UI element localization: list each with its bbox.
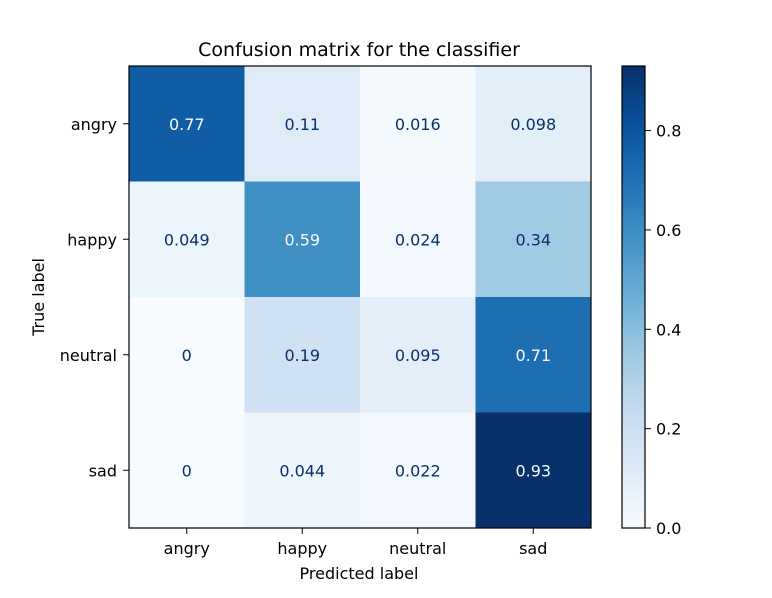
cell-value-label: 0.71 — [515, 346, 551, 365]
colorbar-tick-label: 0.4 — [656, 320, 681, 339]
y-tick-label: neutral — [60, 346, 117, 365]
plot-frame — [128, 65, 592, 529]
cell-value-label: 0.024 — [395, 230, 441, 249]
cell-value-label: 0.098 — [510, 115, 556, 134]
heatmap-cell-neutral-angry — [129, 297, 245, 413]
x-axis-label: Predicted label — [300, 564, 419, 583]
cell-value-label: 0.59 — [284, 230, 320, 249]
heatmap-cell-happy-sad — [475, 181, 592, 298]
colorbar-tick-label: 0.8 — [656, 122, 681, 141]
heatmap-cell-neutral-neutral — [360, 297, 476, 413]
cell-value-label: 0.93 — [515, 461, 551, 480]
x-tick-label: sad — [519, 539, 547, 558]
chart-title: Confusion matrix for the classifier — [198, 39, 520, 61]
y-axis-ticks: angry happy neutral sad — [60, 115, 129, 480]
cell-value-label: 0.044 — [279, 461, 325, 480]
cell-value-label: 0.34 — [515, 230, 551, 249]
colorbar-frame — [621, 65, 646, 529]
heatmap-cell-angry-sad — [475, 66, 592, 182]
y-tick-label: sad — [89, 461, 117, 480]
x-tick-label: angry — [164, 539, 210, 558]
cell-value-label: 0 — [182, 461, 192, 480]
cell-value-label: 0.11 — [284, 115, 320, 134]
colorbar-tick-label: 0.6 — [656, 221, 681, 240]
x-axis-ticks: angry happy neutral sad — [164, 528, 547, 558]
heatmap-cells — [129, 66, 592, 529]
y-axis-label: True label — [29, 258, 48, 337]
cell-value-label: 0.19 — [284, 346, 320, 365]
heatmap-cell-sad-happy — [244, 412, 361, 529]
heatmap-cell-sad-angry — [129, 412, 245, 529]
heatmap-cell-sad-sad — [475, 412, 592, 529]
heatmap-cell-neutral-sad — [475, 297, 592, 413]
cell-value-label: 0.022 — [395, 461, 441, 480]
heatmap-cell-happy-angry — [129, 181, 245, 298]
heatmap-cell-happy-happy — [244, 181, 361, 298]
cell-value-label: 0.049 — [164, 230, 210, 249]
heatmap-cell-angry-angry — [129, 66, 245, 182]
cell-value-label: 0.016 — [395, 115, 441, 134]
heatmap-cell-sad-neutral — [360, 412, 476, 529]
colorbar-tick-label: 0.2 — [656, 420, 681, 439]
heatmap-cell-happy-neutral — [360, 181, 476, 298]
cell-value-label: 0.77 — [169, 115, 205, 134]
colorbar-gradient — [622, 66, 645, 528]
heatmap-cell-angry-happy — [244, 66, 361, 182]
y-tick-label: angry — [71, 115, 117, 134]
colorbar-tick-label: 0.0 — [656, 519, 681, 538]
y-tick-label: happy — [67, 230, 117, 249]
x-tick-label: neutral — [389, 539, 446, 558]
heatmap-cell-labels: 0.77 0.11 0.016 0.098 0.049 0.59 0.024 0.34 0 0.1… — [164, 115, 556, 481]
colorbar: 0.0 0.2 0.4 0.6 0.8 — [621, 65, 681, 538]
cell-value-label: 0.095 — [395, 346, 441, 365]
cell-value-label: 0 — [182, 346, 192, 365]
heatmap-cell-angry-neutral — [360, 66, 476, 182]
x-tick-label: happy — [277, 539, 327, 558]
heatmap-cell-neutral-happy — [244, 297, 361, 413]
